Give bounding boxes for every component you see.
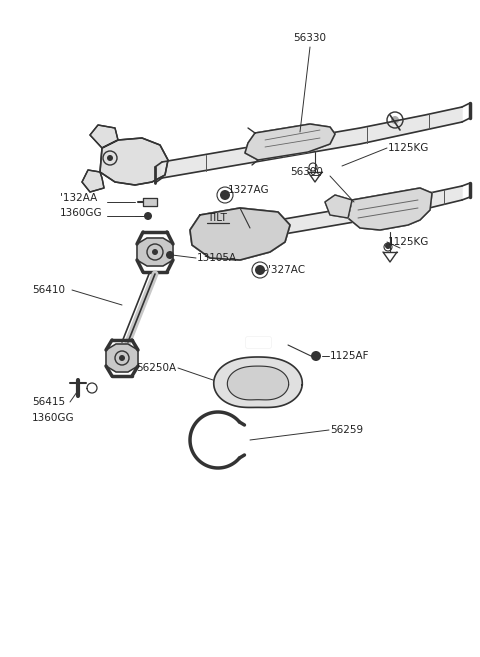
Polygon shape <box>228 366 288 400</box>
Polygon shape <box>190 208 290 260</box>
Circle shape <box>119 355 125 361</box>
Circle shape <box>391 116 399 124</box>
Text: 56330: 56330 <box>293 33 326 43</box>
Text: 1125AF: 1125AF <box>330 351 370 361</box>
Circle shape <box>224 230 240 246</box>
Text: 56410: 56410 <box>32 285 65 295</box>
Circle shape <box>385 243 391 249</box>
Polygon shape <box>137 238 173 266</box>
Text: 56250A: 56250A <box>136 363 176 373</box>
Polygon shape <box>325 195 352 218</box>
Polygon shape <box>162 107 462 178</box>
Text: '327AC: '327AC <box>268 265 305 275</box>
Polygon shape <box>348 188 432 230</box>
Text: 13105A: 13105A <box>197 253 237 263</box>
Circle shape <box>152 249 158 255</box>
Polygon shape <box>232 186 462 243</box>
Text: 56259: 56259 <box>330 425 363 435</box>
Polygon shape <box>143 198 157 206</box>
Text: 56415: 56415 <box>32 397 65 407</box>
Polygon shape <box>82 170 104 192</box>
Circle shape <box>311 351 321 361</box>
Text: 1125KG: 1125KG <box>388 143 430 153</box>
Text: 1360GG: 1360GG <box>60 208 103 218</box>
Text: TILT: TILT <box>207 213 227 223</box>
Polygon shape <box>245 124 335 160</box>
Text: 1327AG: 1327AG <box>228 185 270 195</box>
Text: 56300: 56300 <box>290 167 323 177</box>
Circle shape <box>107 155 113 161</box>
Text: 1360GG: 1360GG <box>32 413 74 423</box>
Circle shape <box>220 190 230 200</box>
Circle shape <box>255 265 265 275</box>
Text: 1125KG: 1125KG <box>388 237 430 247</box>
Circle shape <box>144 212 152 220</box>
Polygon shape <box>100 138 168 185</box>
Text: '132AA: '132AA <box>60 193 97 203</box>
Polygon shape <box>90 125 118 148</box>
Polygon shape <box>106 344 138 372</box>
Polygon shape <box>214 357 302 407</box>
Circle shape <box>166 251 174 259</box>
Polygon shape <box>246 337 270 347</box>
